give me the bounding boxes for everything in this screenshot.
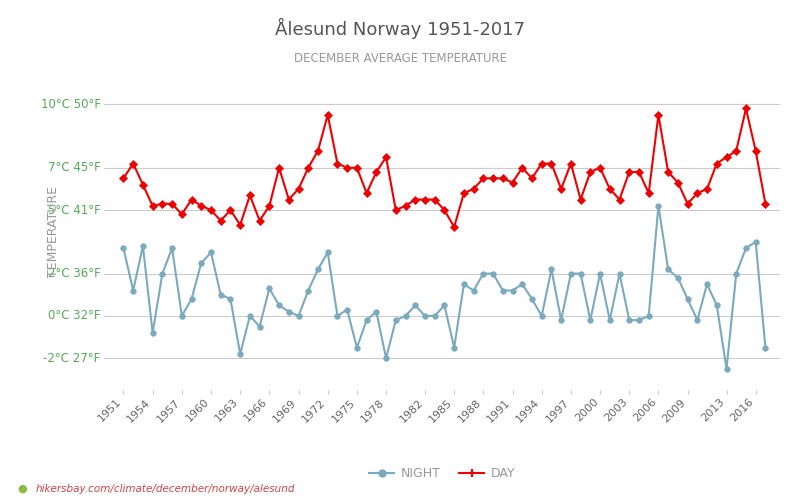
Text: TEMPERATURE: TEMPERATURE <box>46 186 60 277</box>
Legend: NIGHT, DAY: NIGHT, DAY <box>364 462 520 485</box>
Text: -2°C 27°F: -2°C 27°F <box>43 352 101 365</box>
Text: Ålesund Norway 1951-2017: Ålesund Norway 1951-2017 <box>275 18 525 38</box>
Text: 2°C 36°F: 2°C 36°F <box>48 267 101 280</box>
Text: ●: ● <box>18 484 27 494</box>
Text: hikersbay.com/climate/december/norway/alesund: hikersbay.com/climate/december/norway/al… <box>36 484 295 494</box>
Text: DECEMBER AVERAGE TEMPERATURE: DECEMBER AVERAGE TEMPERATURE <box>294 52 506 66</box>
Text: 0°C 32°F: 0°C 32°F <box>48 310 101 322</box>
Text: 5°C 41°F: 5°C 41°F <box>48 204 101 216</box>
Text: 7°C 45°F: 7°C 45°F <box>48 161 101 174</box>
Text: 10°C 50°F: 10°C 50°F <box>41 98 101 111</box>
